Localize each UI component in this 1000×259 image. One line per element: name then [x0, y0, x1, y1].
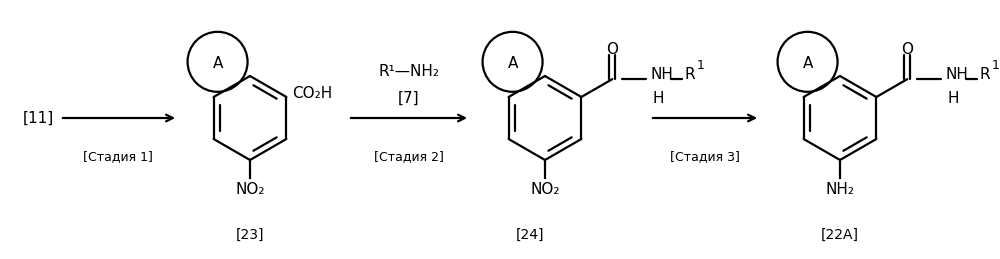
Text: H: H	[652, 91, 664, 106]
Text: R: R	[979, 67, 990, 82]
Text: [Стадия 2]: [Стадия 2]	[374, 150, 444, 163]
Text: A: A	[212, 56, 223, 71]
Text: [22A]: [22A]	[821, 228, 859, 242]
Text: 1: 1	[991, 59, 999, 72]
Text: 1: 1	[696, 59, 704, 72]
Text: R: R	[684, 67, 695, 82]
Text: O: O	[606, 42, 618, 57]
Text: NO₂: NO₂	[235, 182, 265, 197]
Text: A: A	[802, 56, 813, 71]
Text: H: H	[947, 91, 959, 106]
Text: O: O	[901, 42, 913, 57]
Text: [24]: [24]	[516, 228, 544, 242]
Text: [Стадия 3]: [Стадия 3]	[670, 150, 740, 163]
Text: [7]: [7]	[398, 90, 420, 105]
Text: A: A	[507, 56, 518, 71]
Text: NH₂: NH₂	[826, 182, 854, 197]
Text: NO₂: NO₂	[530, 182, 560, 197]
Text: [11]: [11]	[22, 111, 54, 126]
Text: R¹—NH₂: R¹—NH₂	[378, 64, 440, 80]
Text: [23]: [23]	[236, 228, 264, 242]
Text: NH: NH	[650, 67, 673, 82]
Text: NH: NH	[945, 67, 968, 82]
Text: [Стадия 1]: [Стадия 1]	[83, 150, 153, 163]
Text: CO₂H: CO₂H	[292, 85, 333, 100]
